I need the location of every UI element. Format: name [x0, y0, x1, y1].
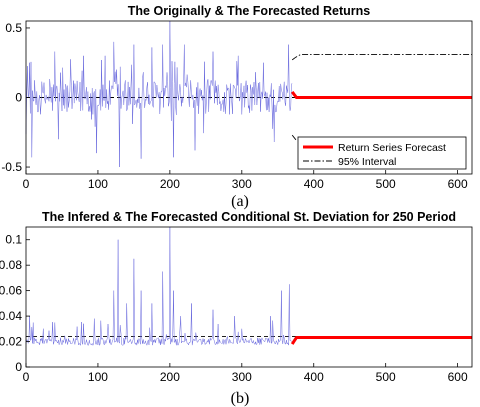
y-tick-label: 0.02: [0, 335, 22, 349]
chart-b-frame: [25, 226, 473, 368]
x-tick-label: 0: [23, 370, 30, 384]
y-tick-label: 0.1: [5, 233, 22, 247]
legend-forecast-label: Return Series Forecast: [338, 142, 446, 154]
y-tick-label: 0.5: [5, 21, 22, 35]
x-tick-label: 300: [232, 370, 252, 384]
interval-upper-line: [291, 53, 472, 61]
chart-a-caption: (a): [231, 193, 249, 210]
x-tick-label: 500: [376, 370, 396, 384]
x-tick-label: 0: [23, 177, 30, 191]
x-tick-label: 100: [88, 177, 108, 191]
x-tick-label: 500: [376, 177, 396, 191]
chart-b-forecast-series: [290, 336, 472, 345]
y-tick-label: 0: [15, 91, 22, 105]
forecast-line: [290, 336, 472, 345]
observed-line: [25, 226, 293, 347]
x-tick-label: 100: [88, 370, 108, 384]
chart-a-y-axis: -0.5 0 0.5: [1, 21, 30, 174]
x-tick-label: 600: [448, 370, 468, 384]
chart-a-observed-series: [25, 20, 293, 168]
chart-a: The Originally & The Forecasted Returns …: [1, 4, 473, 210]
forecast-line: [291, 91, 472, 99]
interval-lower-line: [291, 134, 297, 141]
chart-b: The Infered & The Forecasted Conditional…: [0, 210, 473, 407]
chart-b-x-axis: 0 100 200 300 400 500 600: [23, 363, 468, 384]
x-tick-label: 200: [160, 370, 180, 384]
chart-b-y-axis: 0 0.02 0.04 0.06 0.08 0.1: [0, 233, 30, 374]
chart-a-interval-series: [291, 53, 472, 141]
chart-a-legend-box: [297, 136, 467, 170]
chart-b-observed-series: [25, 226, 293, 347]
chart-a-forecast-series: [291, 91, 472, 99]
chart-b-caption: (b): [231, 390, 250, 407]
x-tick-label: 400: [304, 177, 324, 191]
chart-a-legend: Return Series Forecast 95% Interval: [297, 136, 467, 170]
legend-interval-label: 95% Interval: [338, 156, 396, 168]
chart-b-title: The Infered & The Forecasted Conditional…: [42, 210, 456, 224]
chart-a-x-axis: 0 100 200 300 400 500 600: [23, 170, 468, 191]
y-tick-label: 0: [15, 360, 22, 374]
y-tick-label: 0.04: [0, 309, 22, 323]
chart-b-plot-area: [26, 227, 472, 367]
x-tick-label: 300: [232, 177, 252, 191]
y-tick-label: 0.08: [0, 258, 22, 272]
x-tick-label: 400: [304, 370, 324, 384]
observed-line: [25, 20, 293, 168]
x-tick-label: 200: [160, 177, 180, 191]
chart-a-title: The Originally & The Forecasted Returns: [128, 4, 370, 18]
y-tick-label: -0.5: [1, 160, 22, 174]
x-tick-label: 600: [448, 177, 468, 191]
y-tick-label: 0.06: [0, 284, 22, 298]
